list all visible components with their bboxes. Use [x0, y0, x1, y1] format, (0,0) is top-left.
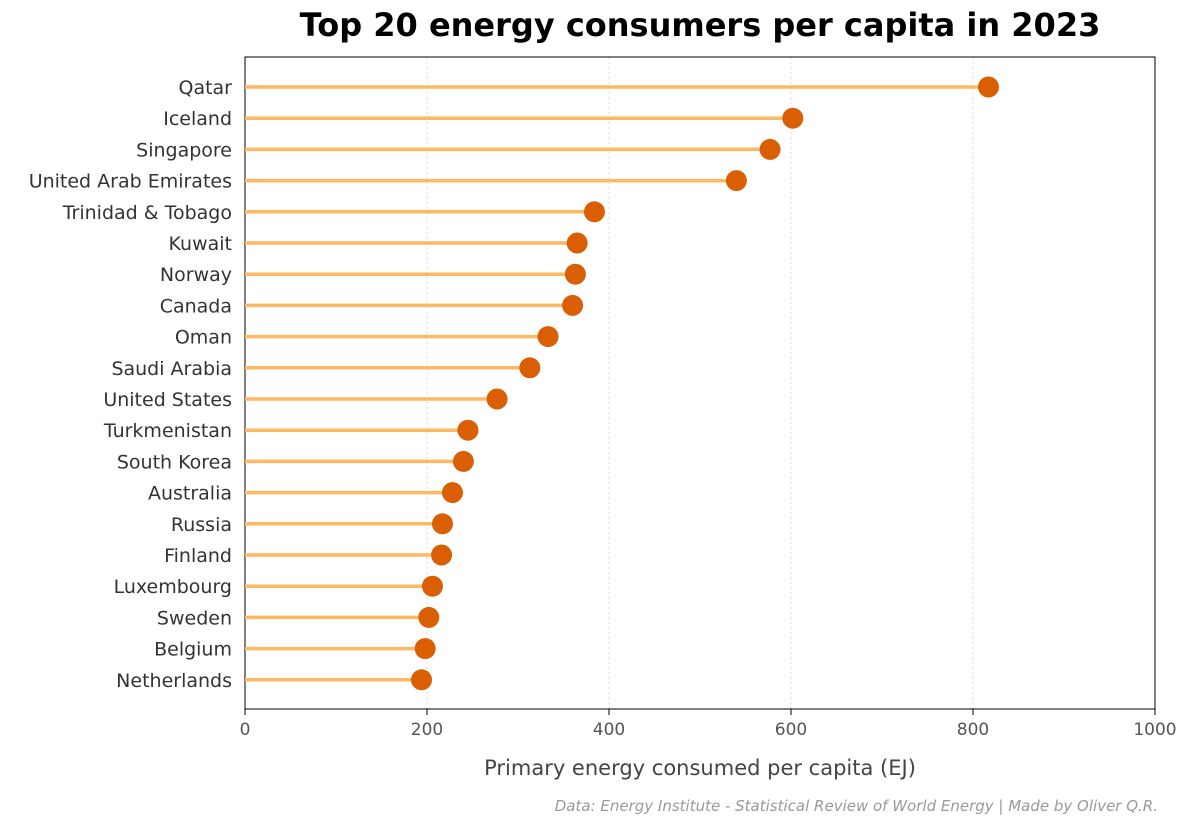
data-point-marker	[782, 107, 804, 129]
x-tick-label: 400	[593, 720, 625, 740]
category-label: Iceland	[163, 108, 232, 130]
category-label: Russia	[171, 514, 232, 536]
category-label: Qatar	[178, 77, 232, 99]
category-label: United States	[103, 389, 232, 411]
chart-title: Top 20 energy consumers per capita in 20…	[300, 6, 1101, 44]
data-point-marker	[418, 606, 440, 628]
category-label: Trinidad & Tobago	[62, 202, 232, 224]
category-label: Australia	[148, 483, 232, 505]
grid-lines	[426, 57, 974, 709]
category-label: Canada	[160, 295, 232, 317]
data-point-marker	[519, 357, 541, 379]
category-label: Belgium	[154, 639, 232, 661]
data-point-marker	[431, 513, 453, 535]
category-label: United Arab Emirates	[29, 171, 232, 193]
data-point-marker	[977, 76, 999, 98]
markers	[411, 76, 999, 691]
x-tick-label: 1000	[1133, 720, 1176, 740]
category-label: Singapore	[136, 139, 232, 161]
data-point-marker	[441, 482, 463, 504]
data-point-marker	[486, 388, 508, 410]
category-label: Turkmenistan	[103, 420, 232, 442]
category-label: Saudi Arabia	[111, 358, 232, 380]
data-point-marker	[421, 575, 443, 597]
x-tick-label: 0	[240, 720, 251, 740]
category-label: Kuwait	[169, 233, 232, 255]
data-point-marker	[725, 170, 747, 192]
x-axis-label: Primary energy consumed per capita (EJ)	[484, 756, 916, 780]
category-label: Finland	[164, 545, 232, 567]
data-point-marker	[537, 326, 559, 348]
category-label: Luxembourg	[114, 576, 232, 598]
data-point-marker	[562, 294, 584, 316]
category-label: Norway	[160, 264, 232, 286]
plot-area-frame	[244, 56, 1156, 710]
x-tick-label: 200	[411, 720, 443, 740]
data-point-marker	[583, 201, 605, 223]
category-label: Netherlands	[116, 670, 232, 692]
x-axis-ticks: 0 200 400 600 800 1000	[240, 709, 1177, 740]
data-point-marker	[452, 450, 474, 472]
data-point-marker	[759, 138, 781, 160]
data-point-marker	[411, 669, 433, 691]
x-tick-label: 600	[775, 720, 807, 740]
category-labels: Qatar Iceland Singapore United Arab Emirate…	[29, 77, 232, 692]
stems	[245, 85, 989, 682]
category-label: Oman	[175, 327, 232, 349]
source-note: Data: Energy Institute - Statistical Rev…	[555, 797, 1158, 815]
category-label: South Korea	[117, 451, 232, 473]
data-point-marker	[414, 638, 436, 660]
data-point-marker	[457, 419, 479, 441]
category-label: Sweden	[157, 607, 232, 629]
data-point-marker	[564, 263, 586, 285]
data-point-marker	[566, 232, 588, 254]
x-tick-label: 800	[957, 720, 989, 740]
data-point-marker	[431, 544, 453, 566]
